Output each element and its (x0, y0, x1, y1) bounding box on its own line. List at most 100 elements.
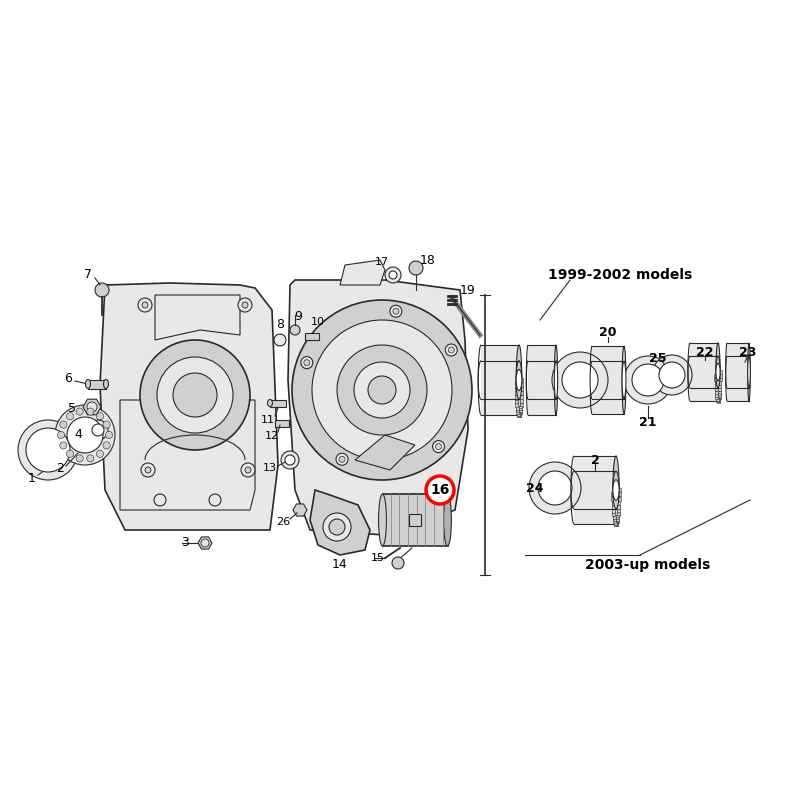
Circle shape (66, 413, 74, 420)
Circle shape (138, 298, 152, 312)
Polygon shape (310, 490, 370, 555)
Bar (612, 505, 614, 509)
Bar (714, 382, 718, 385)
Bar (516, 408, 519, 413)
Circle shape (66, 450, 74, 458)
Text: 12: 12 (265, 431, 279, 441)
Circle shape (281, 451, 299, 469)
Bar (716, 398, 719, 402)
Ellipse shape (748, 356, 750, 388)
Bar (520, 387, 523, 391)
Circle shape (18, 420, 78, 480)
Bar (714, 378, 718, 382)
Circle shape (312, 320, 452, 460)
Bar (520, 399, 522, 403)
Circle shape (292, 300, 472, 480)
Bar (718, 374, 722, 378)
Circle shape (106, 431, 113, 438)
Bar (718, 390, 721, 394)
Circle shape (446, 344, 458, 356)
Ellipse shape (613, 480, 619, 500)
Bar (718, 370, 722, 374)
Polygon shape (481, 345, 519, 415)
Polygon shape (574, 456, 616, 524)
Bar (717, 398, 720, 402)
Bar (520, 391, 523, 395)
Bar (714, 374, 718, 378)
Circle shape (92, 424, 104, 436)
Circle shape (632, 364, 664, 396)
Circle shape (86, 454, 94, 462)
Circle shape (157, 357, 233, 433)
Circle shape (385, 267, 401, 283)
Text: 11: 11 (261, 415, 275, 425)
Bar (520, 382, 523, 386)
Polygon shape (528, 345, 556, 415)
Polygon shape (100, 283, 278, 530)
Circle shape (241, 463, 255, 477)
Text: 17: 17 (375, 257, 389, 267)
Circle shape (354, 362, 410, 418)
Bar (617, 509, 620, 513)
Bar (516, 406, 518, 410)
Text: 21: 21 (639, 415, 657, 429)
Bar (614, 522, 618, 526)
Bar (716, 399, 719, 402)
Circle shape (285, 455, 295, 465)
Text: 7: 7 (84, 269, 92, 282)
Bar (305, 333, 319, 340)
Circle shape (409, 261, 423, 275)
Ellipse shape (613, 471, 619, 509)
Text: 2: 2 (590, 454, 599, 466)
Bar (519, 406, 522, 410)
Circle shape (659, 362, 685, 388)
Bar (517, 413, 520, 417)
Bar (518, 413, 521, 417)
Bar (617, 512, 620, 516)
Bar (270, 400, 286, 407)
Bar (715, 394, 718, 397)
Circle shape (145, 467, 151, 473)
Circle shape (55, 405, 115, 465)
Ellipse shape (622, 362, 626, 398)
Ellipse shape (443, 494, 451, 546)
Text: 26: 26 (276, 517, 290, 527)
Bar (514, 387, 518, 391)
Ellipse shape (378, 494, 386, 546)
Polygon shape (288, 280, 468, 535)
Bar (515, 395, 518, 399)
Circle shape (624, 356, 672, 404)
Text: 19: 19 (460, 283, 476, 297)
Circle shape (103, 442, 110, 449)
Circle shape (390, 306, 402, 318)
Bar (520, 378, 523, 382)
Circle shape (274, 334, 286, 346)
Bar (618, 492, 621, 497)
Circle shape (60, 421, 67, 428)
Bar (611, 501, 614, 505)
Bar (717, 399, 720, 402)
Bar (612, 509, 615, 513)
Circle shape (88, 420, 108, 440)
Text: 8: 8 (276, 318, 284, 331)
Polygon shape (198, 537, 212, 549)
Bar (716, 397, 718, 401)
Ellipse shape (716, 343, 720, 401)
Bar (409, 514, 421, 526)
Bar (614, 522, 617, 526)
Circle shape (562, 362, 598, 398)
Text: 9: 9 (294, 310, 302, 322)
Bar (515, 402, 518, 407)
Bar (718, 388, 721, 391)
Circle shape (652, 355, 692, 395)
Bar (382, 494, 447, 546)
Circle shape (538, 471, 572, 505)
Circle shape (368, 376, 396, 404)
Circle shape (173, 373, 217, 417)
Bar (517, 410, 519, 414)
Bar (618, 505, 620, 509)
Text: 4: 4 (74, 429, 82, 442)
Bar (615, 522, 618, 526)
Circle shape (242, 302, 248, 308)
Text: 10: 10 (311, 317, 325, 327)
